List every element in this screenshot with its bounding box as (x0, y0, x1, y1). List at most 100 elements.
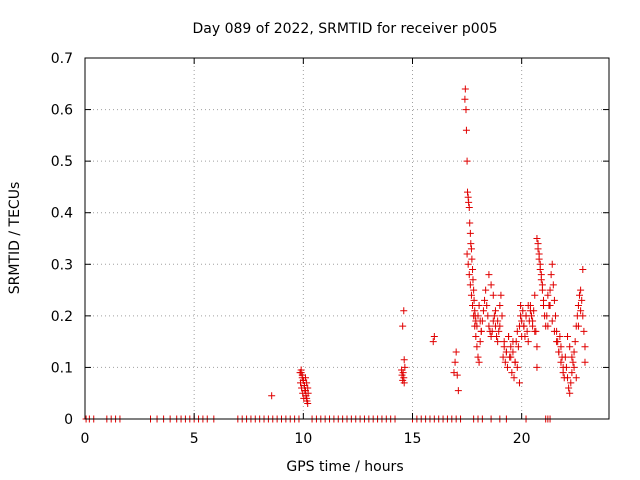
data-point (477, 327, 485, 335)
data-point (454, 387, 462, 395)
data-point (484, 312, 492, 320)
y-axis-ticks: 0 0.1 0.2 0.3 0.4 0.5 0.6 0.7 (51, 51, 609, 428)
data-point (576, 291, 584, 299)
data-point (495, 327, 503, 335)
data-point (469, 265, 477, 273)
data-point (502, 348, 510, 356)
data-point (515, 379, 523, 387)
y-tick-label: 0.6 (51, 103, 73, 119)
data-point (518, 332, 526, 340)
data-point (497, 291, 505, 299)
data-point (464, 188, 472, 196)
data-point (466, 229, 474, 237)
data-point (553, 338, 561, 346)
data-point (464, 260, 472, 268)
data-point (494, 317, 502, 325)
data-point (533, 235, 541, 242)
data-point (526, 307, 534, 315)
data-point (430, 332, 438, 340)
data-point (559, 369, 567, 377)
data-point (550, 327, 558, 335)
data-point (302, 387, 310, 395)
data-point (505, 332, 513, 340)
data-point (479, 307, 487, 315)
data-point (529, 317, 537, 325)
data-point (517, 302, 525, 310)
data-point (579, 312, 587, 320)
data-point (467, 245, 475, 253)
data-point (401, 363, 409, 371)
data-point (467, 240, 475, 248)
data-point (568, 353, 576, 361)
data-point (531, 327, 539, 335)
data-point (475, 302, 483, 310)
data-point (531, 291, 539, 299)
data-point (465, 198, 473, 206)
data-point (490, 312, 498, 320)
data-point (475, 358, 483, 366)
x-tick-label: 0 (81, 431, 90, 447)
y-tick-label: 0 (64, 412, 73, 428)
data-point (300, 381, 308, 389)
data-point (536, 260, 544, 268)
data-point (485, 271, 493, 279)
plot-frame (84, 57, 610, 420)
x-tick-label: 5 (190, 431, 199, 447)
data-point (461, 85, 469, 93)
data-point (561, 353, 569, 361)
data-point (465, 271, 473, 279)
data-point (478, 317, 486, 325)
y-axis-label: SRMTID / TECUs (7, 182, 23, 295)
data-point (463, 157, 471, 165)
data-point (466, 219, 474, 227)
y-tick-label: 0.4 (51, 206, 73, 222)
data-point (494, 338, 502, 346)
data-point (519, 307, 527, 315)
data-point (546, 286, 554, 294)
data-point (499, 353, 507, 361)
data-point (577, 286, 585, 294)
data-point (569, 358, 577, 366)
data-point (496, 322, 504, 330)
data-point (581, 343, 589, 351)
data-point (461, 95, 469, 103)
data-points (82, 85, 589, 423)
data-point (544, 322, 552, 330)
data-point (467, 291, 475, 299)
data-point (574, 322, 582, 330)
data-point (471, 322, 479, 330)
data-point (498, 312, 506, 320)
data-point (564, 332, 572, 340)
data-point (485, 322, 493, 330)
grid-lines (85, 58, 609, 419)
y-tick-label: 0.7 (51, 51, 73, 67)
data-point (538, 281, 546, 289)
data-point (469, 276, 477, 284)
data-point (508, 369, 516, 377)
data-point (578, 296, 586, 304)
data-point (496, 302, 504, 310)
data-point (493, 332, 501, 340)
y-tick-label: 0.3 (51, 257, 73, 273)
data-point (564, 374, 572, 382)
data-point (470, 286, 478, 294)
data-point (557, 343, 565, 351)
data-point (548, 260, 556, 268)
data-point (491, 307, 499, 315)
data-point (466, 281, 474, 289)
data-point (556, 332, 564, 340)
data-point (547, 271, 555, 279)
data-point (507, 343, 515, 351)
data-point (400, 379, 408, 387)
data-point (489, 291, 497, 299)
data-point (567, 379, 575, 387)
data-point (574, 302, 582, 310)
x-tick-label: 10 (294, 431, 312, 447)
data-point (555, 348, 563, 356)
data-point (570, 348, 578, 356)
data-point (548, 317, 556, 325)
x-tick-label: 15 (404, 431, 422, 447)
data-point (568, 369, 576, 377)
data-point (400, 356, 408, 364)
